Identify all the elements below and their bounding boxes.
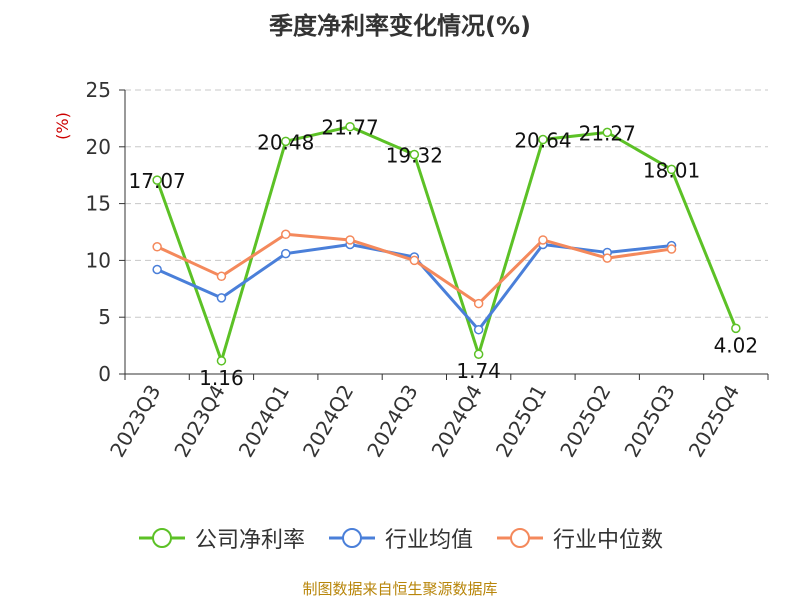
x-tick-label: 2024Q4	[427, 381, 487, 462]
y-tick-label: 15	[86, 192, 111, 216]
data-point	[538, 134, 548, 145]
data-label: 17.07	[129, 169, 186, 193]
data-label: 1.74	[456, 359, 501, 383]
data-point	[473, 324, 484, 335]
y-tick-label: 0	[98, 362, 111, 386]
data-point	[345, 235, 355, 245]
legend: 公司净利率 行业均值 行业中位数	[0, 522, 800, 554]
data-point	[281, 229, 291, 240]
series-line-1	[155, 125, 738, 363]
data-point	[216, 356, 227, 366]
legend-line-marker-icon	[328, 528, 375, 548]
y-tick-label: 20	[86, 135, 111, 159]
x-tick-label: 2024Q1	[234, 381, 294, 462]
data-point	[281, 136, 291, 147]
y-tick-label: 5	[98, 305, 111, 329]
data-point	[473, 349, 484, 359]
x-tick-label: 2023Q4	[169, 381, 229, 462]
y-axis-label: (%)	[53, 112, 72, 140]
x-tick-label: 2025Q2	[555, 381, 615, 462]
series-line-3	[156, 232, 672, 306]
data-point	[216, 271, 227, 282]
data-point	[152, 242, 162, 252]
legend-item-3[interactable]: 行业中位数	[495, 522, 663, 554]
y-tick-label: 25	[86, 78, 111, 102]
legend-item-2[interactable]: 行业均值	[327, 522, 473, 554]
series-lines	[152, 121, 741, 366]
x-tick-label: 2025Q4	[684, 381, 744, 462]
data-point	[409, 255, 420, 266]
x-tick-label: 2025Q3	[619, 381, 679, 462]
data-label: 18.01	[643, 158, 700, 182]
data-point	[281, 248, 291, 259]
x-tick-label: 2024Q3	[362, 381, 422, 462]
data-point	[731, 323, 741, 334]
data-point	[538, 235, 548, 245]
data-label: 1.16	[199, 366, 244, 390]
data-point	[666, 164, 677, 175]
legend-line-marker-icon	[497, 528, 543, 548]
x-tick-label: 2025Q1	[491, 381, 551, 462]
data-point	[152, 264, 162, 275]
data-labels: 17.07 1.16 20.48 21.77 19.32 1.74 20.64 21.27 18…	[129, 116, 759, 390]
data-label: 19.32	[386, 144, 443, 168]
chart-title: 季度净利率变化情况(%)	[269, 12, 531, 40]
legend-line-marker-icon	[138, 528, 185, 548]
data-label: 20.64	[514, 129, 571, 153]
data-point	[345, 121, 355, 132]
y-tick-label: 10	[86, 248, 111, 272]
data-label: 21.77	[321, 116, 378, 140]
data-point	[602, 253, 612, 263]
data-point	[216, 293, 227, 303]
legend-label: 行业中位数	[553, 528, 664, 553]
data-point	[602, 127, 612, 138]
data-point	[666, 244, 677, 254]
legend-item-1[interactable]: 公司净利率	[137, 522, 305, 554]
source-note: 制图数据来自恒生聚源数据库	[302, 580, 498, 598]
data-point	[473, 298, 484, 309]
data-label: 20.48	[257, 130, 314, 154]
legend-label: 行业均值	[384, 528, 473, 553]
data-point	[152, 175, 162, 185]
x-tick-label: 2024Q2	[298, 381, 358, 462]
data-label: 4.02	[714, 333, 759, 357]
grid-lines	[125, 89, 768, 318]
data-label: 21.27	[579, 121, 636, 145]
data-point	[409, 149, 420, 160]
x-tick-label: 2023Q3	[105, 381, 165, 462]
legend-label: 公司净利率	[194, 528, 305, 553]
